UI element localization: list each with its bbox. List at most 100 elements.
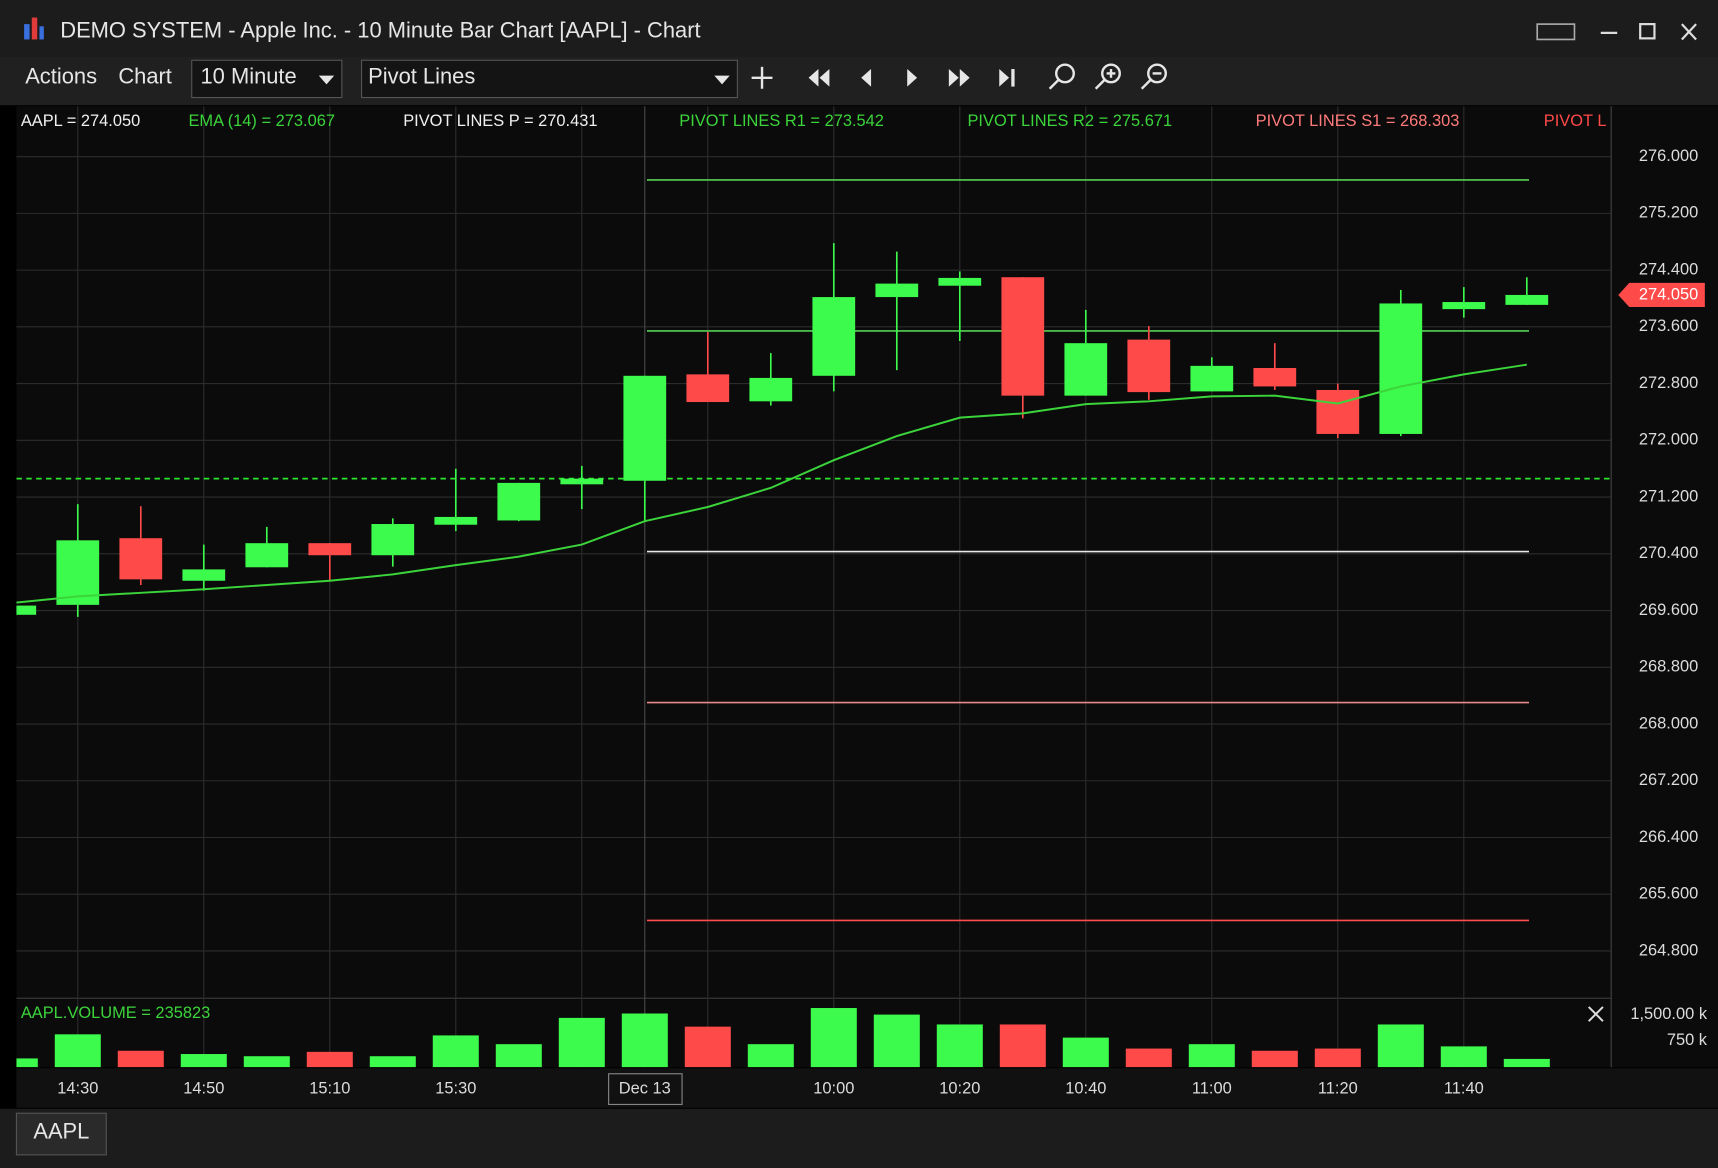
candle-body [938,277,982,286]
candle-body [560,478,604,485]
volume-bar [1440,1046,1487,1068]
volume-bar [747,1044,794,1068]
candle-body [812,297,856,376]
volume-bar [999,1024,1046,1068]
price-plot [16,179,1611,922]
candle-body [182,569,226,581]
candle-body [56,540,100,605]
y-tick-label: 266.400 [1639,828,1698,846]
zoom-in-button[interactable] [1094,63,1121,90]
maximize-button[interactable] [1639,23,1656,40]
x-tick-label: 10:40 [1065,1079,1106,1097]
legend-entry: PIVOT LINES S1 = 268.303 [1256,112,1460,130]
volume-bar [54,1034,101,1068]
y-tick-label: 265.600 [1639,885,1698,903]
title-bar [0,0,1718,57]
candle-body [434,516,478,525]
volume-bar [1062,1037,1109,1068]
date-marker [608,1073,683,1105]
x-tick-label: 15:30 [435,1079,476,1097]
add-button[interactable] [751,66,773,89]
y-tick-label: 270.400 [1639,544,1698,562]
candle-body [308,543,352,556]
y-tick-label: 268.800 [1639,658,1698,676]
candle-body [16,605,37,615]
candle-body [1127,339,1171,393]
volume-bar [621,1013,668,1068]
volume-plot [16,1008,1550,1068]
volume-bar [558,1017,605,1068]
x-tick-label: 10:00 [813,1079,854,1097]
candle-body [1001,277,1045,396]
x-tick-label: 14:50 [183,1079,224,1097]
close-button[interactable] [1681,23,1697,41]
app-icon [24,17,44,40]
candle-body [245,543,289,568]
interval-dropdown[interactable] [191,59,343,99]
volume-bar [495,1044,542,1068]
x-tick-label: 10:20 [939,1079,980,1097]
volume-tick-label: 750 k [1667,1031,1708,1049]
forward-button[interactable] [907,69,918,87]
candle-body [1253,367,1297,387]
candle-body [1316,389,1360,434]
x-tick-label: 11:00 [1192,1079,1232,1097]
grid [16,106,1611,1068]
y-tick-label: 272.800 [1639,374,1698,392]
candle-body [1505,294,1549,305]
legend-entry: PIVOT LINES R2 = 275.671 [967,112,1172,130]
interval-value: 10 Minute [201,64,297,89]
menu-actions[interactable]: Actions [25,64,97,89]
study-dropdown[interactable] [361,59,738,99]
candle-body [497,482,541,521]
volume-bar [810,1008,857,1068]
x-tick-label: 15:10 [309,1079,350,1097]
fast-forward-button[interactable] [948,69,970,87]
legend-entry: EMA (14) = 273.067 [188,112,335,130]
legend-entry: PIVOT LINES P = 270.431 [403,112,597,130]
volume-bar [306,1051,353,1068]
volume-bar [1251,1050,1298,1068]
volume-bar [243,1056,290,1068]
volume-bar [369,1056,416,1068]
legend-entry: PIVOT LINES R1 = 273.542 [679,112,884,130]
volume-bar [1314,1048,1361,1068]
x-tick-label: 11:40 [1444,1079,1484,1097]
y-tick-label: 273.600 [1639,317,1698,335]
first-button[interactable] [808,69,830,87]
volume-bar [117,1050,164,1068]
candle-body [371,524,415,556]
candle-body [623,375,667,481]
y-tick-label: 275.200 [1639,204,1698,222]
y-tick-label: 264.800 [1639,941,1698,959]
candle-body [1190,365,1234,392]
volume-bar [1188,1044,1235,1068]
tab-bar [0,1108,1718,1168]
volume-bar [1377,1024,1424,1068]
y-tick-label: 271.200 [1639,487,1698,505]
y-tick-label: 269.600 [1639,601,1698,619]
volume-close-button[interactable] [1588,1006,1604,1022]
candle-body [1064,343,1108,396]
restore-button[interactable] [1536,23,1576,41]
volume-bar [432,1035,479,1068]
y-tick-label: 274.400 [1639,260,1698,278]
menu-chart[interactable]: Chart [118,64,172,89]
zoom-out-button[interactable] [1140,63,1167,90]
zoom-button[interactable] [1048,63,1075,90]
volume-bar [684,1026,731,1068]
volume-bar [180,1054,227,1068]
candle-body [1442,302,1486,310]
y-tick-label: 267.200 [1639,771,1698,789]
volume-bar [1125,1048,1172,1068]
volume-tick-label: 1,500.00 k [1630,1005,1707,1023]
candle-body [749,377,793,402]
ema-line [16,363,1527,604]
volume-bar [1503,1058,1550,1068]
last-button[interactable] [999,69,1015,87]
y-tick-label: 272.000 [1639,431,1698,449]
symbol-tab[interactable] [15,1112,107,1156]
back-button[interactable] [861,69,872,87]
